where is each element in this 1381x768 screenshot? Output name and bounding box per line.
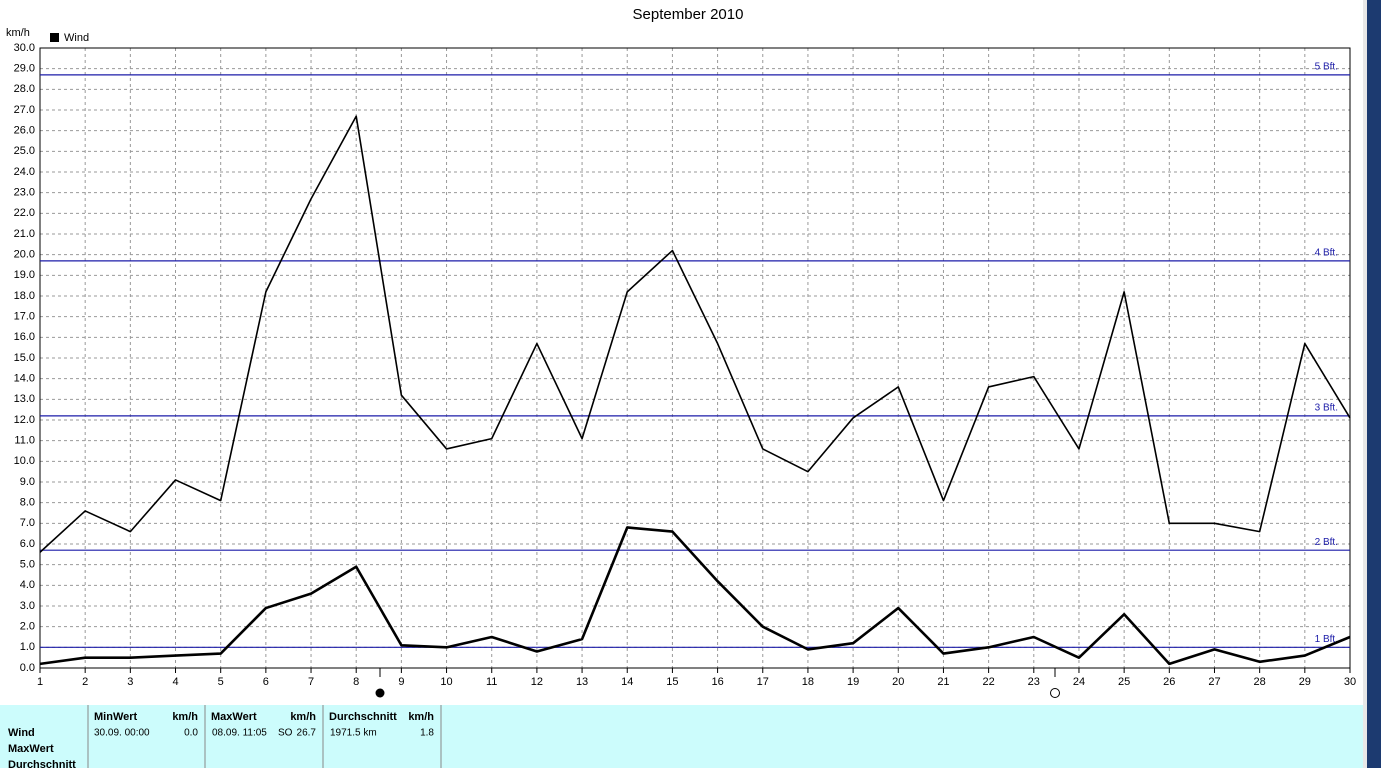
moon-full-icon: [375, 688, 385, 698]
x-tick-label: 4: [172, 676, 178, 688]
y-tick-label: 28.0: [14, 83, 35, 95]
data-line: [39, 115, 1351, 553]
y-tick-label: 25.0: [14, 145, 35, 157]
x-tick-label: 14: [621, 676, 633, 688]
x-tick-label: 6: [263, 676, 269, 688]
x-tick-label: 9: [398, 676, 404, 688]
y-tick-label: 0.0: [20, 662, 35, 674]
y-tick-label: 16.0: [14, 331, 35, 343]
y-tick-label: 27.0: [14, 104, 35, 116]
beaufort-label: 4 Bft.: [1315, 248, 1338, 259]
beaufort-label: 1 Bft.: [1315, 634, 1338, 645]
window-edge-border: [1363, 0, 1367, 768]
stats-panel: [0, 705, 1363, 768]
y-tick-label: 1.0: [20, 641, 35, 653]
stats-cell: 1.8: [420, 728, 434, 739]
stats-cell: 1971.5 km: [330, 728, 377, 739]
x-tick-label: 8: [353, 676, 359, 688]
y-axis-unit: km/h: [6, 27, 30, 39]
x-tick-label: 25: [1118, 676, 1130, 688]
x-tick-label: 15: [666, 676, 678, 688]
y-tick-label: 23.0: [14, 187, 35, 199]
y-tick-label: 2.0: [20, 621, 35, 633]
x-tick-label: 19: [847, 676, 859, 688]
stats-row-label: Wind: [8, 727, 35, 739]
stats-cell: 08.09. 11:05: [212, 728, 267, 739]
x-tick-label: 29: [1299, 676, 1311, 688]
y-tick-label: 10.0: [14, 455, 35, 467]
y-tick-label: 24.0: [14, 166, 35, 178]
stats-unit: km/h: [408, 711, 434, 723]
plot-frame: [39, 47, 1351, 669]
y-tick-label: 12.0: [14, 414, 35, 426]
x-tick-label: 27: [1208, 676, 1220, 688]
y-tick-label: 8.0: [20, 497, 35, 509]
x-tick-label: 26: [1163, 676, 1175, 688]
stats-cell: 26.7: [297, 728, 317, 739]
stats-header: MinWert: [94, 711, 138, 723]
x-tick-label: 7: [308, 676, 314, 688]
legend-swatch: [50, 33, 59, 42]
x-tick-label: 30: [1344, 676, 1356, 688]
y-tick-label: 21.0: [14, 228, 35, 240]
x-tick-label: 23: [1028, 676, 1040, 688]
stats-cell: SO: [278, 728, 293, 739]
y-tick-label: 11.0: [14, 435, 35, 447]
beaufort-label: 2 Bft.: [1315, 537, 1338, 548]
x-tick-label: 17: [757, 676, 769, 688]
x-tick-label: 11: [486, 676, 497, 688]
x-tick-label: 20: [892, 676, 904, 688]
legend-label: Wind: [64, 32, 89, 44]
y-tick-label: 15.0: [14, 352, 35, 364]
y-tick-label: 22.0: [14, 207, 35, 219]
y-tick-label: 7.0: [20, 517, 35, 529]
y-tick-label: 14.0: [14, 373, 35, 385]
stats-row-label: Durchschnitt: [8, 759, 76, 768]
stats-row-label: MaxWert: [8, 743, 54, 755]
stats-header: Durchschnitt: [329, 711, 397, 723]
x-tick-label: 1: [37, 676, 43, 688]
x-tick-label: 24: [1073, 676, 1085, 688]
y-tick-label: 3.0: [20, 600, 35, 612]
y-tick-label: 4.0: [20, 579, 35, 591]
x-tick-label: 10: [440, 676, 452, 688]
x-tick-label: 5: [218, 676, 224, 688]
y-tick-label: 29.0: [14, 63, 35, 75]
y-tick-label: 18.0: [14, 290, 35, 302]
stats-cell: 30.09. 00:00: [94, 728, 150, 739]
stats-header: MaxWert: [211, 711, 257, 723]
x-tick-label: 12: [531, 676, 543, 688]
window-edge: [1363, 0, 1381, 768]
stats-unit: km/h: [172, 711, 198, 723]
beaufort-label: 3 Bft.: [1315, 403, 1338, 414]
x-tick-label: 13: [576, 676, 588, 688]
y-tick-label: 9.0: [20, 476, 35, 488]
beaufort-label: 5 Bft.: [1315, 62, 1338, 73]
chart-title: September 2010: [633, 6, 744, 23]
stats-cell: 0.0: [184, 728, 198, 739]
x-tick-label: 2: [82, 676, 88, 688]
x-tick-label: 16: [711, 676, 723, 688]
y-tick-label: 6.0: [20, 538, 35, 550]
y-tick-label: 20.0: [14, 249, 35, 261]
y-tick-label: 26.0: [14, 125, 35, 137]
x-tick-label: 21: [937, 676, 949, 688]
y-tick-label: 17.0: [14, 311, 35, 323]
stats-unit: km/h: [290, 711, 316, 723]
data-line: [39, 526, 1351, 666]
y-tick-label: 30.0: [14, 42, 35, 54]
y-tick-label: 5.0: [20, 559, 35, 571]
x-tick-label: 22: [982, 676, 994, 688]
x-tick-label: 28: [1254, 676, 1266, 688]
y-tick-label: 13.0: [14, 393, 35, 405]
moon-new-icon: [1050, 688, 1060, 698]
x-tick-label: 18: [802, 676, 814, 688]
x-tick-label: 3: [127, 676, 133, 688]
y-tick-label: 19.0: [14, 269, 35, 281]
